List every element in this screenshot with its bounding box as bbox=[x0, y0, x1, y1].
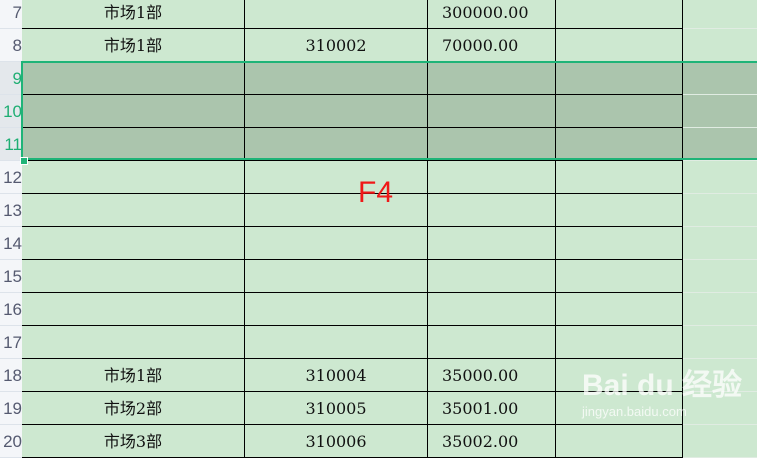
cell-d[interactable] bbox=[556, 194, 683, 227]
cell-d[interactable] bbox=[556, 0, 683, 29]
cell-b[interactable] bbox=[245, 161, 428, 194]
cell-a[interactable] bbox=[22, 128, 245, 161]
row-header[interactable]: 8 bbox=[0, 29, 22, 62]
cell-c[interactable] bbox=[428, 161, 556, 194]
cell-c[interactable]: 300000.00 bbox=[428, 0, 556, 29]
cell-c[interactable]: 70000.00 bbox=[428, 29, 556, 62]
cell-b[interactable] bbox=[245, 194, 428, 227]
cell-e[interactable] bbox=[683, 227, 757, 260]
cell-a[interactable] bbox=[22, 62, 245, 95]
cell-e[interactable] bbox=[683, 293, 757, 326]
cell-d[interactable] bbox=[556, 161, 683, 194]
cell-a[interactable] bbox=[22, 194, 245, 227]
cell-e[interactable] bbox=[683, 128, 757, 161]
annotation-text: F4 bbox=[358, 176, 394, 209]
cell-b[interactable]: 310002 bbox=[245, 29, 428, 62]
cell-b[interactable] bbox=[245, 260, 428, 293]
table-row bbox=[22, 326, 757, 359]
cell-b[interactable] bbox=[245, 128, 428, 161]
cell-c[interactable] bbox=[428, 194, 556, 227]
cell-a[interactable] bbox=[22, 95, 245, 128]
cell-c[interactable] bbox=[428, 293, 556, 326]
cell-b[interactable] bbox=[245, 95, 428, 128]
row-header[interactable]: 13 bbox=[0, 194, 22, 227]
cell-d[interactable] bbox=[556, 62, 683, 95]
cell-d[interactable] bbox=[556, 227, 683, 260]
cell-d[interactable] bbox=[556, 293, 683, 326]
cell-e[interactable] bbox=[683, 359, 757, 392]
cell-e[interactable] bbox=[683, 29, 757, 62]
fill-handle[interactable] bbox=[20, 157, 28, 165]
cell-c[interactable] bbox=[428, 128, 556, 161]
table-row bbox=[22, 128, 757, 161]
cell-d[interactable] bbox=[556, 392, 683, 425]
cell-b[interactable] bbox=[245, 293, 428, 326]
cell-e[interactable] bbox=[683, 95, 757, 128]
row-header[interactable]: 18 bbox=[0, 359, 22, 392]
cell-b[interactable]: 310004 bbox=[245, 359, 428, 392]
row-header[interactable]: 16 bbox=[0, 293, 22, 326]
cell-b[interactable]: 310005 bbox=[245, 392, 428, 425]
cell-a[interactable]: 市场1部 bbox=[22, 0, 245, 29]
cell-e[interactable] bbox=[683, 326, 757, 359]
cell-c[interactable] bbox=[428, 227, 556, 260]
cell-a[interactable]: 市场2部 bbox=[22, 392, 245, 425]
table-row bbox=[22, 161, 757, 194]
cell-b[interactable] bbox=[245, 0, 428, 29]
row-header[interactable]: 15 bbox=[0, 260, 22, 293]
cell-c[interactable] bbox=[428, 326, 556, 359]
cell-a[interactable] bbox=[22, 227, 245, 260]
cell-a[interactable]: 市场1部 bbox=[22, 359, 245, 392]
cell-e[interactable] bbox=[683, 161, 757, 194]
cell-d[interactable] bbox=[556, 95, 683, 128]
row-header[interactable]: 14 bbox=[0, 227, 22, 260]
cell-b[interactable] bbox=[245, 326, 428, 359]
baidu-watermark: Bai du 经验 jingyan.baidu.com bbox=[582, 360, 742, 419]
row-header[interactable]: 19 bbox=[0, 392, 22, 425]
table-row bbox=[22, 260, 757, 293]
cell-a[interactable]: 市场1部 bbox=[22, 29, 245, 62]
cell-e[interactable] bbox=[683, 0, 757, 29]
cell-c[interactable] bbox=[428, 260, 556, 293]
cell-d[interactable] bbox=[556, 326, 683, 359]
row-header[interactable]: 17 bbox=[0, 326, 22, 359]
cell-e[interactable] bbox=[683, 392, 757, 425]
table-row bbox=[22, 194, 757, 227]
row-header[interactable]: 12 bbox=[0, 161, 22, 194]
cell-a[interactable] bbox=[22, 161, 245, 194]
cell-c[interactable] bbox=[428, 62, 556, 95]
cell-e[interactable] bbox=[683, 260, 757, 293]
table-row bbox=[22, 293, 757, 326]
table-row: 市场1部 300000.00 bbox=[22, 0, 757, 29]
watermark-url: jingyan.baidu.com bbox=[582, 404, 687, 419]
table-row: 市场2部 310005 35001.00 bbox=[22, 392, 757, 425]
row-header[interactable]: 10 bbox=[0, 95, 22, 128]
table-row bbox=[22, 227, 757, 260]
table-row: 市场1部 310004 35000.00 bbox=[22, 359, 757, 392]
cell-a[interactable] bbox=[22, 293, 245, 326]
cell-c[interactable] bbox=[428, 95, 556, 128]
cell-b[interactable] bbox=[245, 62, 428, 95]
cell-c[interactable]: 35001.00 bbox=[428, 392, 556, 425]
watermark-brand: Bai du 经验 bbox=[582, 369, 743, 402]
cell-a[interactable] bbox=[22, 326, 245, 359]
cell-a[interactable] bbox=[22, 260, 245, 293]
cell-c[interactable]: 35000.00 bbox=[428, 359, 556, 392]
row-header[interactable]: 7 bbox=[0, 0, 22, 29]
cell-d[interactable] bbox=[556, 260, 683, 293]
cell-d[interactable] bbox=[556, 29, 683, 62]
cell-b[interactable] bbox=[245, 227, 428, 260]
table-row: 市场1部 310002 70000.00 bbox=[22, 29, 757, 62]
row-header[interactable]: 9 bbox=[0, 62, 22, 95]
cell-e[interactable] bbox=[683, 194, 757, 227]
table-row bbox=[22, 95, 757, 128]
table-row bbox=[22, 62, 757, 95]
cell-d[interactable] bbox=[556, 359, 683, 392]
row-header[interactable]: 11 bbox=[0, 128, 22, 161]
cell-e[interactable] bbox=[683, 62, 757, 95]
cell-d[interactable] bbox=[556, 128, 683, 161]
